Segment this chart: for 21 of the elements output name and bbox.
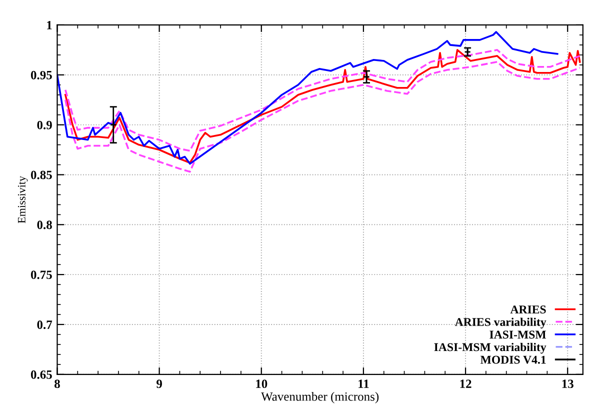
legend-label: ARIES variability: [454, 318, 546, 328]
y-tick-label: 0.95: [30, 70, 52, 80]
x-tick-label: 11: [358, 380, 369, 388]
y-tick-label: 0.9: [37, 120, 52, 130]
y-axis-title: Emissivity: [18, 176, 28, 224]
x-axis-title: Wavenumber (microns): [261, 392, 379, 404]
x-tick-label: 10: [256, 380, 268, 388]
legend-label: IASI-MSM variability: [434, 342, 546, 354]
y-tick-label: 0.7: [37, 320, 52, 329]
y-tick-label: 0.65: [30, 370, 52, 379]
y-tick-label: 0.8: [37, 220, 52, 230]
x-tick-label: 13: [562, 380, 574, 388]
y-tick-label: 1: [47, 21, 52, 30]
x-tick-label: 9: [156, 380, 162, 388]
legend-label: IASI-MSM: [490, 330, 546, 339]
y-tick-label: 0.85: [30, 170, 52, 180]
x-tick-label: 8: [54, 380, 60, 388]
y-tick-label: 0.75: [30, 270, 52, 280]
x-tick-label: 12: [460, 380, 472, 388]
legend-label: ARIES: [510, 306, 546, 314]
legend-label: MODIS V4.1: [480, 356, 546, 364]
